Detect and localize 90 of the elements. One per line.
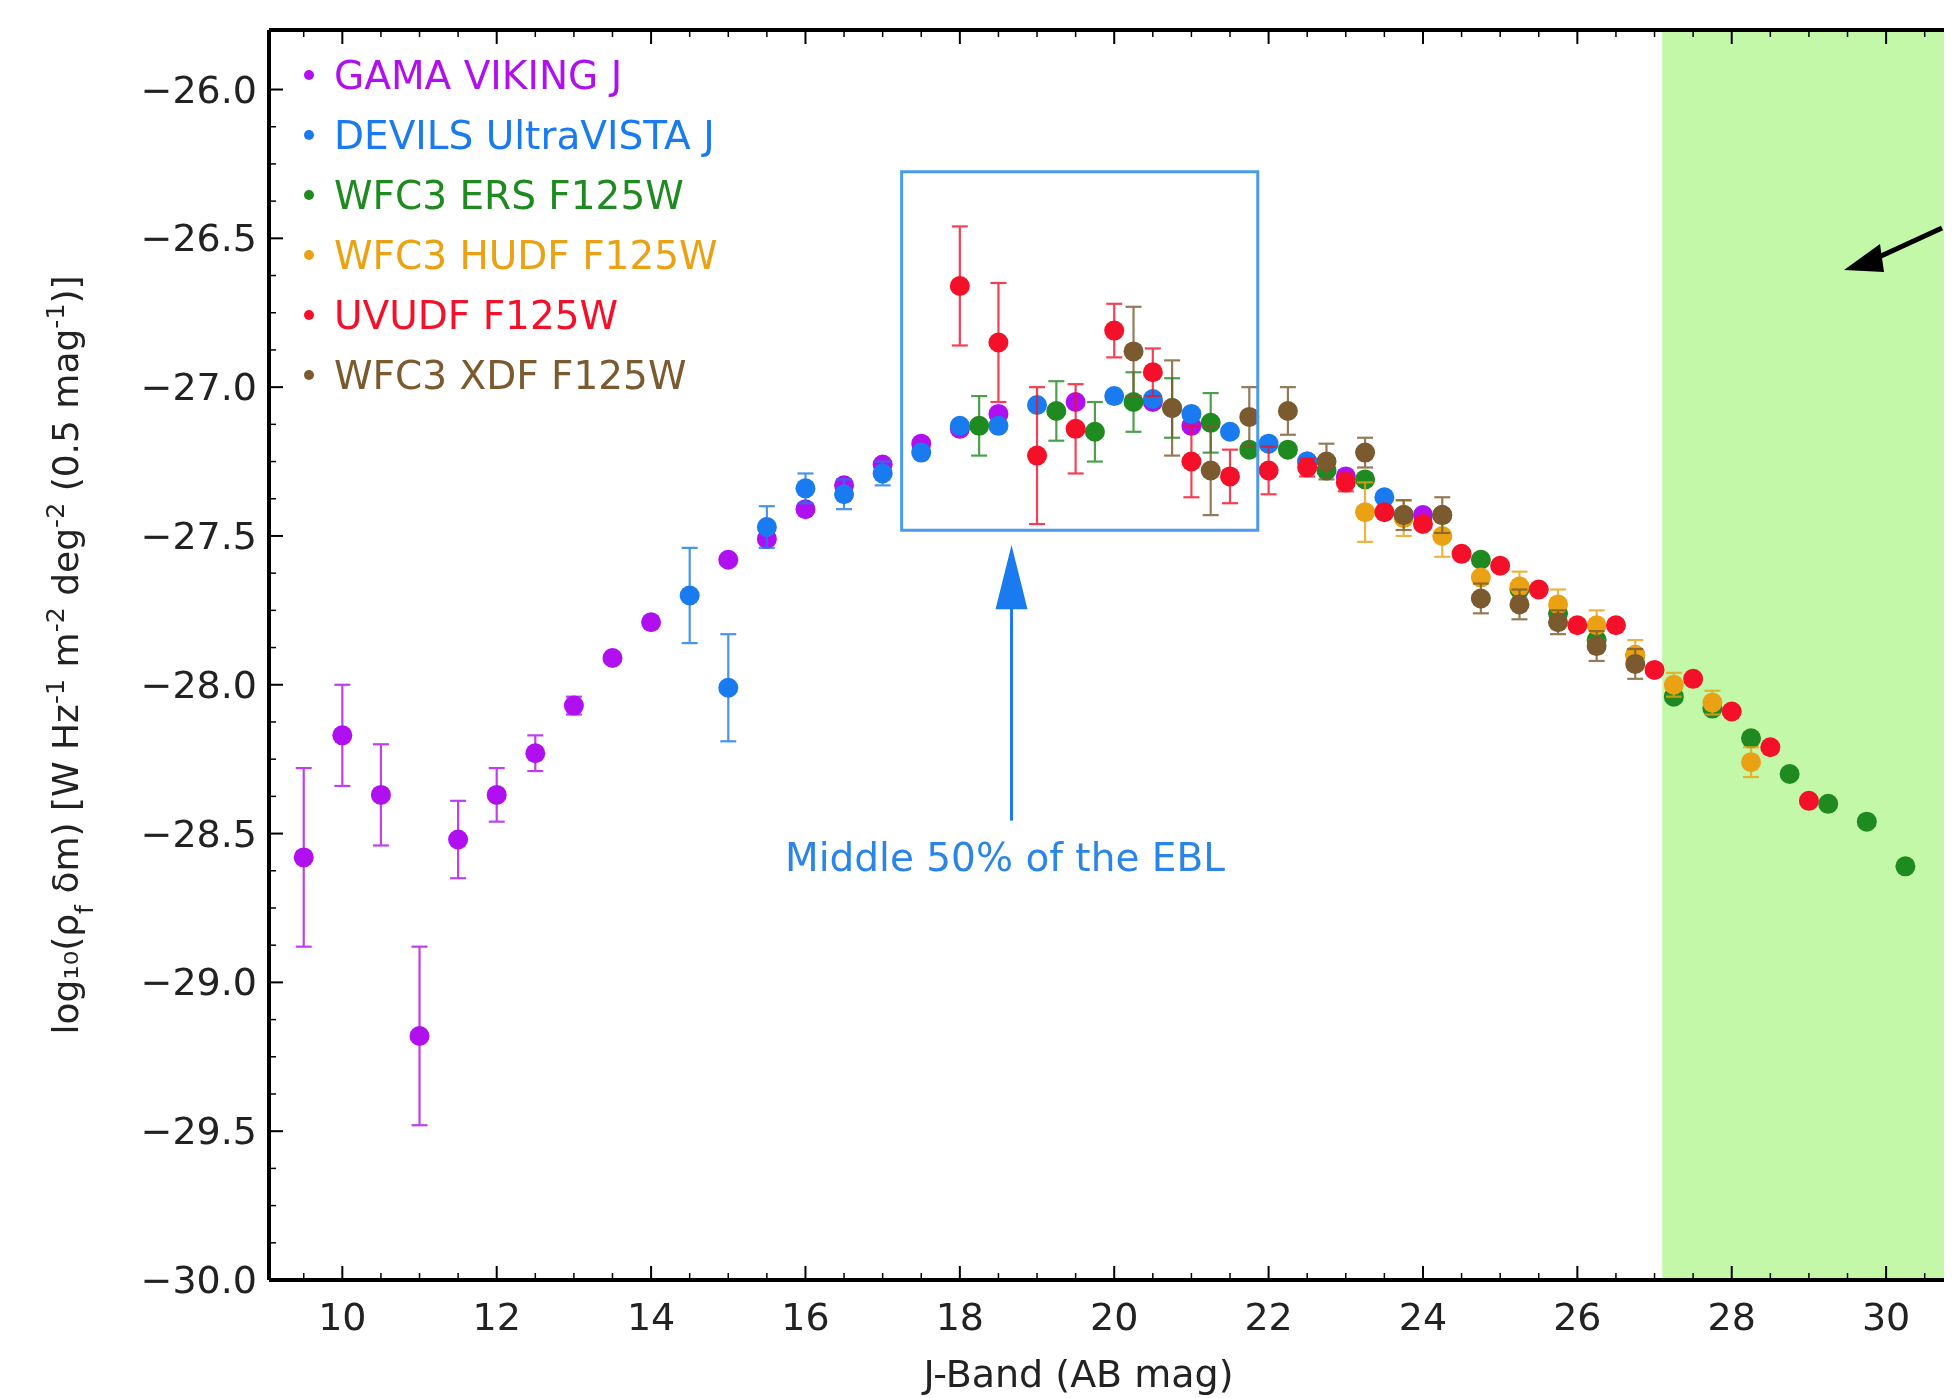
point: [1625, 653, 1646, 674]
point: [1084, 421, 1105, 442]
y-tick-label: −29.5: [140, 1109, 257, 1154]
point: [1856, 811, 1877, 832]
point: [370, 784, 391, 805]
y-tick-label: −30.0: [140, 1258, 257, 1302]
point: [1027, 445, 1048, 466]
point: [1355, 502, 1376, 523]
point: [1104, 320, 1125, 341]
legend-label: UVUDF F125W: [334, 293, 619, 338]
point: [1895, 856, 1916, 877]
point: [1258, 460, 1279, 481]
point: [1316, 451, 1337, 472]
point: [1200, 460, 1221, 481]
x-tick-label: 24: [1398, 1295, 1448, 1339]
point: [332, 725, 353, 746]
x-tick-label: 22: [1244, 1295, 1293, 1339]
y-tick-label: −29.0: [140, 960, 257, 1005]
point: [1586, 636, 1607, 657]
legend-label: GAMA VIKING J: [334, 53, 623, 98]
point: [409, 1025, 430, 1046]
point: [679, 585, 700, 606]
point: [911, 442, 932, 463]
point: [1181, 451, 1202, 472]
point: [718, 677, 739, 698]
point: [988, 415, 1009, 436]
point: [1220, 466, 1240, 487]
point: [1277, 400, 1298, 421]
point: [1798, 790, 1819, 811]
point: [1490, 555, 1511, 576]
point: [1644, 659, 1665, 680]
x-tick-label: 16: [781, 1295, 830, 1339]
point: [1065, 418, 1086, 439]
x-tick-label: 12: [472, 1295, 521, 1339]
point: [1046, 400, 1067, 421]
point: [1605, 615, 1626, 636]
x-tick-label: 20: [1090, 1295, 1139, 1339]
point: [486, 784, 507, 805]
legend-label: WFC3 HUDF F125W: [334, 233, 718, 278]
point: [1741, 752, 1762, 773]
y-tick-label: −26.0: [140, 67, 257, 112]
x-tick-label: 18: [935, 1295, 985, 1339]
x-tick-label: 28: [1707, 1295, 1756, 1339]
y-tick-label: −27.0: [140, 365, 257, 410]
point: [1567, 615, 1588, 636]
x-tick-label: 26: [1553, 1295, 1602, 1339]
point: [1142, 362, 1163, 383]
point: [1277, 439, 1298, 460]
point: [1818, 793, 1839, 814]
y-tick-label: −26.5: [140, 216, 257, 261]
point: [1220, 421, 1240, 442]
y-tick-label: −28.5: [140, 811, 257, 856]
point: [795, 478, 816, 499]
point: [834, 484, 855, 505]
point: [1528, 579, 1549, 600]
y-tick-label: −27.5: [140, 513, 257, 558]
y-tick-label: −28.0: [140, 662, 257, 707]
point: [718, 549, 739, 570]
point: [988, 332, 1009, 353]
legend-label: DEVILS UltraVISTA J: [334, 113, 715, 158]
point: [602, 647, 623, 668]
point: [1412, 514, 1433, 535]
point: [1374, 502, 1395, 523]
point: [448, 829, 469, 850]
point: [1470, 588, 1491, 609]
point: [969, 415, 990, 436]
point: [1451, 543, 1472, 564]
point: [1741, 728, 1762, 749]
x-tick-label: 30: [1861, 1295, 1911, 1339]
point: [1779, 764, 1800, 785]
point: [1721, 701, 1742, 722]
x-tick-label: 10: [318, 1295, 367, 1339]
point: [1683, 668, 1704, 689]
x-tick-label: 14: [626, 1295, 676, 1339]
point: [1181, 403, 1202, 424]
point: [293, 847, 314, 868]
point: [1104, 386, 1125, 407]
legend-label: WFC3 XDF F125W: [334, 353, 687, 398]
point: [1470, 549, 1491, 570]
annotation: Middle 50% of the EBL: [785, 834, 1226, 880]
point: [641, 612, 662, 633]
point: [1123, 341, 1144, 362]
point: [1509, 594, 1530, 615]
point: [1760, 737, 1781, 758]
point: [1355, 442, 1376, 463]
point: [756, 517, 777, 538]
point: [949, 275, 970, 296]
x-axis-title: J-Band (AB mag): [921, 1352, 1234, 1396]
legend-label: WFC3 ERS F125W: [334, 173, 684, 218]
point: [525, 743, 546, 764]
